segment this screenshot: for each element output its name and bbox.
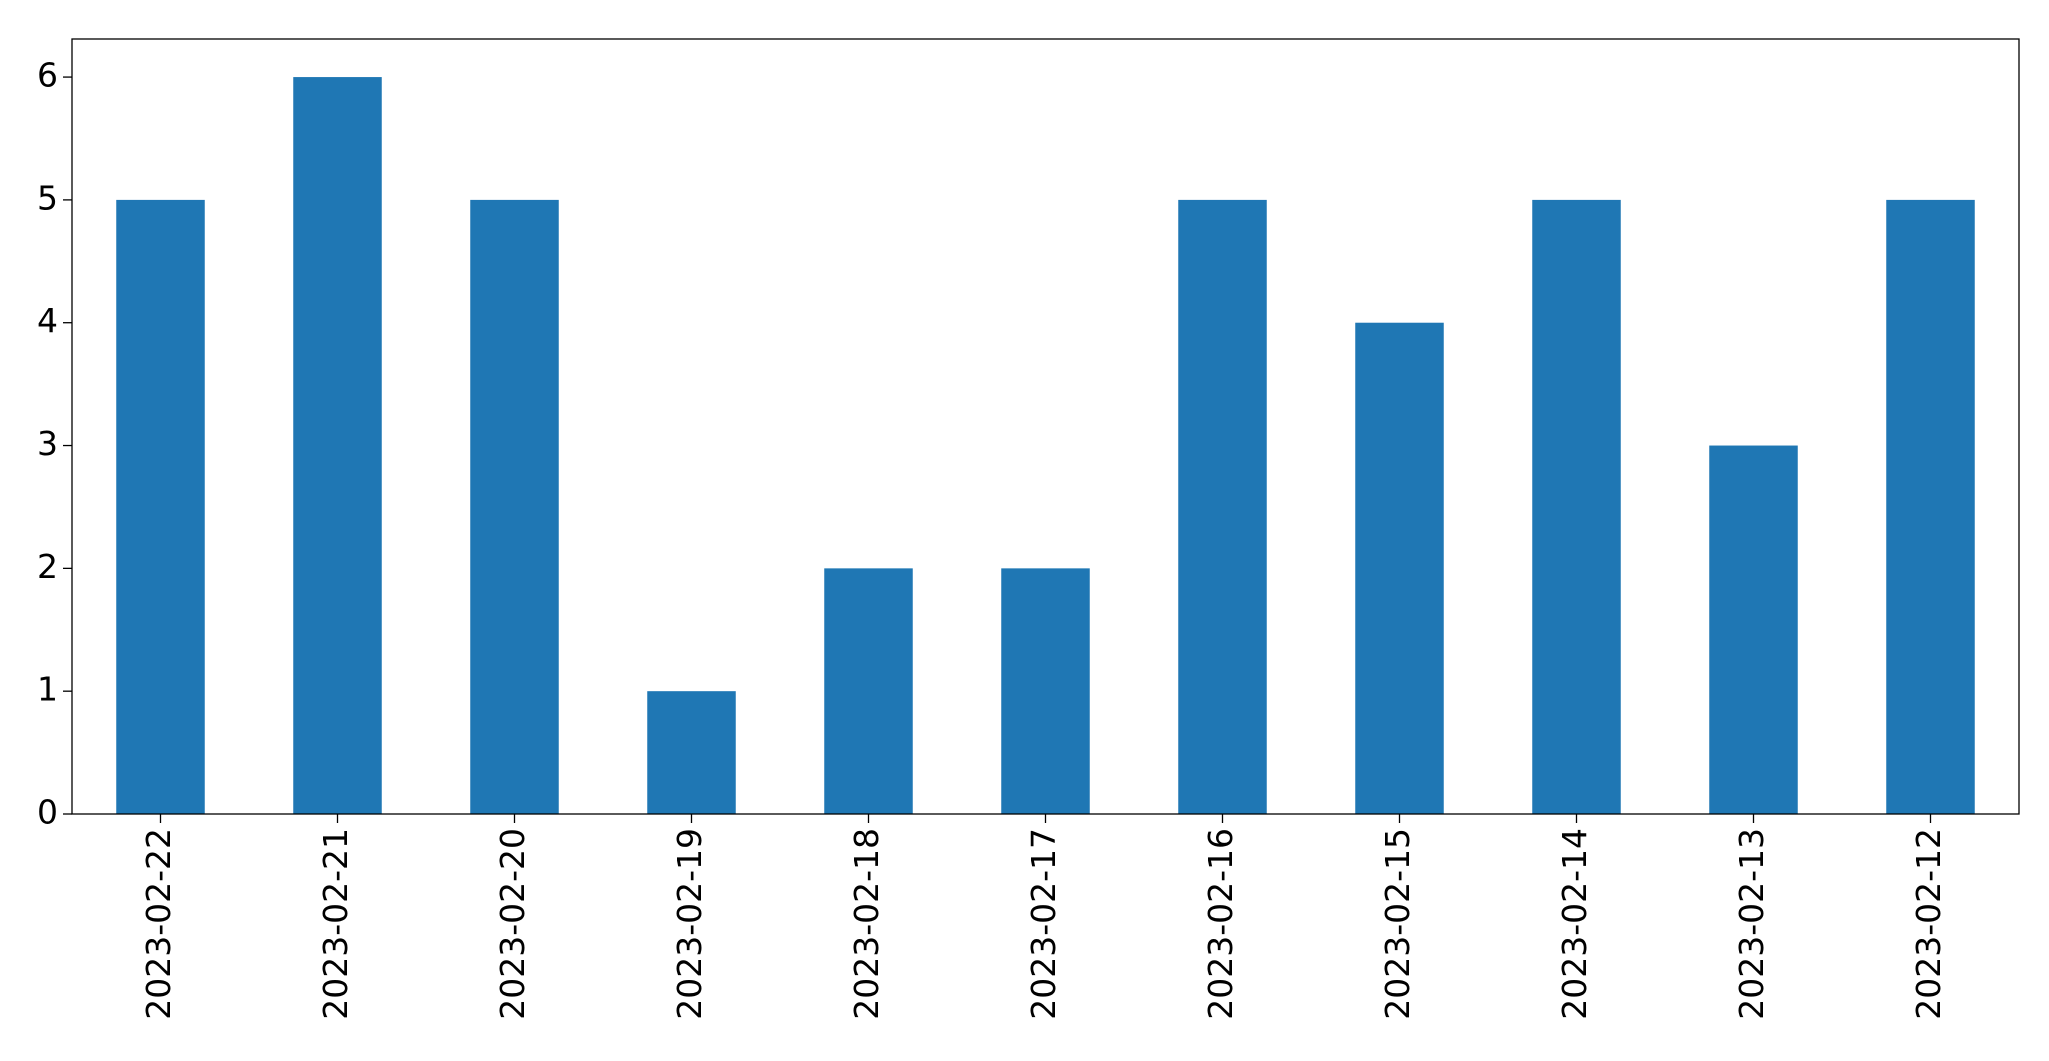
plot-frame <box>71 38 2020 815</box>
bar <box>1532 199 1621 815</box>
y-tick-label: 4 <box>37 301 58 340</box>
bar <box>116 199 205 815</box>
bar <box>1178 199 1267 815</box>
x-tick-label: 2023-02-20 <box>493 828 532 1020</box>
x-tick-label: 2023-02-14 <box>1555 828 1594 1020</box>
bar <box>1355 322 1444 814</box>
x-tick-label: 2023-02-21 <box>316 828 355 1020</box>
bar <box>293 77 382 815</box>
y-tick-label: 5 <box>37 178 58 217</box>
x-tick-label: 2023-02-13 <box>1732 828 1771 1020</box>
x-tick-label: 2023-02-17 <box>1024 828 1063 1020</box>
y-tick-label: 0 <box>37 793 58 832</box>
x-tick-label: 2023-02-22 <box>139 828 178 1020</box>
bar <box>1886 199 1975 815</box>
y-tick-label: 6 <box>37 56 58 95</box>
y-tick-label: 1 <box>37 670 58 709</box>
bar <box>824 568 913 814</box>
x-tick-label: 2023-02-15 <box>1378 828 1417 1020</box>
bar <box>1709 445 1798 814</box>
x-tick-label: 2023-02-19 <box>670 828 709 1020</box>
bar <box>1001 568 1090 814</box>
y-tick-label: 2 <box>37 547 58 586</box>
bar <box>647 691 736 814</box>
x-tick-label: 2023-02-12 <box>1909 828 1948 1020</box>
bar <box>470 199 559 815</box>
y-tick-label: 3 <box>37 424 58 463</box>
x-tick-label: 2023-02-18 <box>847 828 886 1020</box>
x-tick-label: 2023-02-16 <box>1201 828 1240 1020</box>
